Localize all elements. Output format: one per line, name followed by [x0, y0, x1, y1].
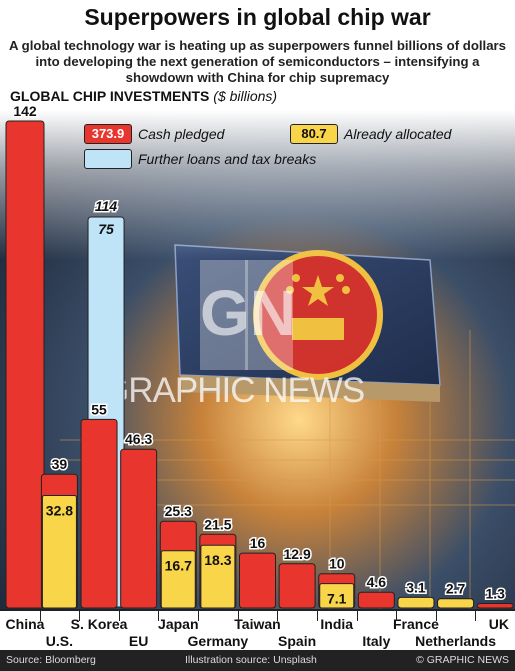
x-tick-label: Netherlands — [415, 633, 497, 649]
x-tick-label: Taiwan — [234, 616, 281, 632]
legend-label: Cash pledged — [138, 126, 225, 142]
data-label-pledged: 12.9 — [283, 546, 310, 562]
watermark: GN GRAPHIC NEWS — [102, 260, 365, 410]
x-tick — [158, 611, 160, 621]
data-label-allocated: 16.7 — [165, 558, 192, 574]
legend-label: Already allocated — [344, 126, 452, 142]
x-tick-label: Germany — [187, 633, 249, 649]
illustration-credit: Illustration source: Unsplash — [185, 654, 317, 666]
x-tick-label: Italy — [362, 633, 391, 649]
chip-illustration: GN GRAPHIC NEWS — [0, 110, 515, 610]
bar-allocated — [319, 583, 355, 609]
bar-pledged — [5, 120, 45, 609]
data-label-pledged: 142 — [13, 103, 37, 119]
watermark-logo: GN — [200, 277, 296, 349]
legend-swatch: 373.9 — [84, 124, 132, 144]
data-label-pledged: 39 — [52, 456, 68, 472]
legend-label: Further loans and tax breaks — [138, 151, 317, 167]
legend-item: 80.7 Already allocated — [290, 124, 451, 144]
bar-pledged — [239, 552, 276, 609]
data-label-pledged: 2.7 — [446, 581, 466, 597]
x-tick — [277, 611, 279, 621]
bar-allocated — [41, 495, 77, 609]
x-tick-label: UK — [488, 616, 509, 632]
bar-allocated — [437, 598, 475, 609]
copyright-text: © GRAPHIC NEWS — [416, 654, 509, 666]
x-tick-label: France — [392, 616, 439, 632]
bar-allocated — [160, 550, 196, 609]
x-tick-label: U.S. — [45, 633, 74, 649]
x-tick — [39, 611, 41, 621]
data-label-allocated: 32.8 — [46, 503, 73, 519]
x-tick-label: Spain — [278, 633, 317, 649]
x-axis: China U.S. S. Korea EU Japan Germany Taiwan Spa… — [0, 609, 515, 651]
bar-pledged — [80, 418, 118, 609]
bar-pledged — [120, 448, 158, 609]
bar-pledged — [476, 603, 514, 609]
chart-heading-unit: ($ billions) — [213, 88, 278, 104]
data-label-pledged: 16 — [250, 535, 266, 551]
data-label-allocated: 7.1 — [327, 591, 347, 607]
bar-allocated — [200, 544, 236, 609]
data-label-pledged: 25.3 — [165, 503, 192, 519]
x-tick-label: India — [320, 616, 354, 632]
x-tick-label: EU — [128, 633, 149, 649]
legend-item: 373.9 Cash pledged — [84, 124, 224, 144]
chip-illustration-art: GN GRAPHIC NEWS — [0, 110, 515, 610]
x-tick — [356, 611, 358, 621]
x-tick — [316, 611, 318, 621]
data-label-pledged: 21.5 — [204, 516, 231, 532]
page-title: Superpowers in global chip war — [84, 4, 431, 30]
x-tick — [475, 611, 477, 621]
data-label-pledged: 10 — [329, 556, 345, 572]
legend-swatch: 80.7 — [290, 124, 338, 144]
source-text: Source: Bloomberg — [6, 654, 96, 666]
x-tick-label: China — [5, 616, 45, 632]
bar-allocated — [397, 596, 435, 609]
bar-chart: 142 32.8 39 114 75 55 46.3 16.7 25.3 18.3 21.5 16 12… — [5, 102, 514, 609]
data-label-pledged: 4.6 — [367, 574, 387, 590]
x-tick — [396, 611, 398, 621]
data-label-further-loans-allocated: 75 — [98, 221, 114, 237]
data-label-pledged: 55 — [91, 401, 107, 417]
data-label-pledged: 3.1 — [406, 579, 426, 595]
chart-heading-title: GLOBAL CHIP INVESTMENTS — [10, 88, 210, 104]
footer: Source: Bloomberg Illustration source: U… — [0, 650, 515, 671]
x-tick — [435, 611, 437, 621]
watermark-text: GRAPHIC NEWS — [102, 371, 364, 410]
data-label-further-loans: 114 — [95, 198, 118, 214]
x-tick — [198, 611, 200, 621]
x-tick — [79, 611, 81, 621]
x-tick — [237, 611, 239, 621]
bar-pledged — [278, 563, 316, 609]
page-subtitle: A global technology war is heating up as… — [8, 38, 507, 85]
data-label-allocated: 18.3 — [204, 552, 231, 568]
legend-item: Further loans and tax breaks — [84, 149, 316, 169]
x-tick-label: S. Korea — [70, 616, 128, 632]
data-label-pledged: 46.3 — [125, 431, 152, 447]
x-tick — [118, 611, 120, 621]
x-tick-label: Japan — [158, 616, 199, 632]
chart-heading: GLOBAL CHIP INVESTMENTS ($ billions) — [10, 88, 277, 104]
data-label-pledged: 1.3 — [485, 586, 505, 602]
bar-pledged — [357, 591, 395, 609]
legend-swatch — [84, 149, 132, 169]
